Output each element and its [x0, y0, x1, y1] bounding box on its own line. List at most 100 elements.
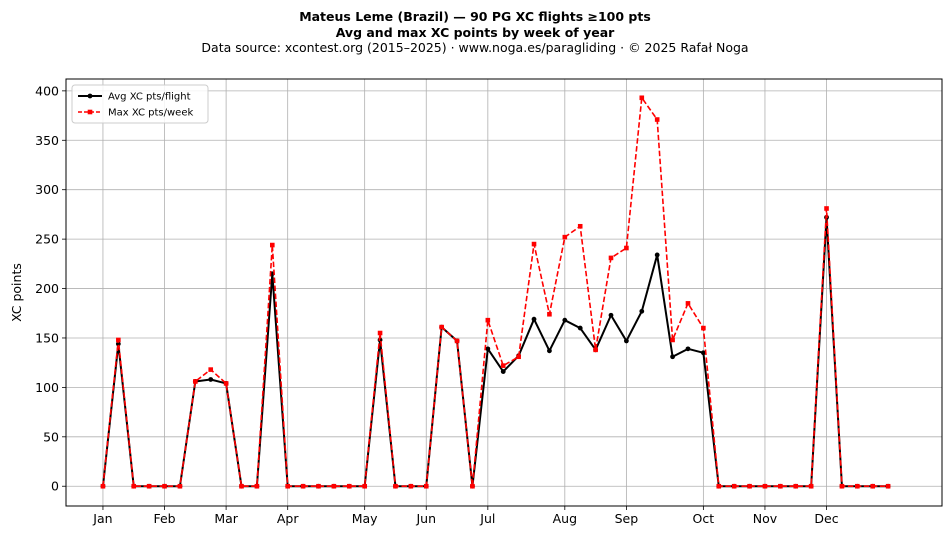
data-point — [624, 245, 629, 251]
data-point — [300, 483, 306, 489]
data-point — [547, 311, 552, 317]
data-point — [531, 241, 537, 247]
data-point — [885, 483, 891, 489]
legend-label: Avg XC pts/flight — [108, 92, 191, 103]
data-point — [377, 330, 383, 336]
data-point — [824, 206, 829, 211]
x-tick-label: Apr — [277, 511, 299, 526]
data-point — [562, 234, 568, 240]
data-point — [808, 483, 814, 489]
data-point — [623, 338, 629, 344]
data-point — [254, 483, 260, 489]
data-point — [670, 354, 675, 360]
x-tick-label: Sep — [615, 511, 639, 526]
data-point — [208, 367, 214, 372]
data-point — [654, 252, 660, 258]
grid — [66, 79, 942, 506]
y-tick-label: 200 — [35, 281, 59, 296]
x-tick-label: May — [352, 511, 378, 526]
data-point — [362, 483, 367, 489]
series-layer — [100, 95, 891, 489]
data-point — [685, 301, 691, 306]
data-point — [423, 483, 429, 489]
data-point — [131, 483, 137, 489]
series-max — [100, 95, 891, 489]
y-tick-label: 400 — [35, 83, 59, 98]
legend-box — [71, 84, 209, 124]
data-point — [716, 483, 722, 489]
x-tick-label: Mar — [214, 511, 238, 526]
y-tick-label: 250 — [35, 232, 59, 247]
data-point — [208, 377, 214, 382]
data-point — [516, 354, 521, 360]
chart-titles: Mateus Leme (Brazil) — 90 PG XC flights … — [0, 9, 950, 56]
y-axis-label: XC points — [9, 263, 24, 322]
data-point — [531, 316, 537, 322]
chart-source: Data source: xcontest.org (2015–2025) · … — [201, 40, 749, 55]
data-point — [870, 483, 876, 489]
data-point — [485, 346, 491, 352]
data-point — [346, 483, 352, 489]
data-point — [393, 483, 398, 489]
data-point — [500, 363, 506, 368]
data-point — [670, 337, 675, 343]
data-point — [577, 325, 583, 331]
legend-label: Max XC pts/week — [108, 108, 193, 119]
data-point — [747, 483, 752, 489]
x-tick-label: Jan — [92, 511, 112, 526]
data-point — [146, 483, 152, 489]
data-point — [685, 346, 691, 352]
data-point — [193, 379, 198, 384]
data-point — [608, 312, 614, 318]
data-point — [639, 95, 645, 101]
y-tick-label: 150 — [35, 330, 59, 345]
axes: Jan Feb Mar Apr May Jun Jul Aug Sep Oct Nov Dec 0 50 1… — [35, 83, 839, 526]
y-tick-label: 350 — [35, 133, 59, 148]
x-tick-label: Feb — [153, 511, 175, 526]
data-point — [700, 350, 706, 356]
series-line — [102, 96, 889, 488]
data-point — [855, 483, 860, 489]
data-point — [654, 117, 660, 122]
data-point — [470, 483, 475, 489]
data-point — [500, 369, 506, 374]
x-tick-label: Oct — [693, 511, 715, 526]
data-point — [162, 483, 167, 489]
x-tick-label: Dec — [814, 511, 838, 526]
y-tick-label: 0 — [51, 479, 59, 494]
data-point — [778, 483, 783, 489]
series-avg — [100, 214, 891, 489]
data-point — [177, 483, 183, 489]
data-point — [316, 483, 321, 489]
data-point — [608, 255, 614, 261]
x-tick-label: Aug — [553, 511, 577, 526]
data-point — [577, 223, 583, 229]
data-point — [100, 483, 106, 489]
y-tick-label: 300 — [35, 182, 59, 197]
data-point — [285, 483, 290, 489]
data-point — [223, 381, 229, 386]
data-point — [239, 483, 244, 489]
data-point — [562, 317, 568, 323]
chart-title: Mateus Leme (Brazil) — 90 PG XC flights … — [299, 9, 651, 24]
data-point — [331, 483, 337, 489]
data-point — [701, 325, 706, 331]
chart-subtitle: Avg and max XC points by week of year — [335, 24, 615, 40]
data-point — [762, 483, 768, 489]
data-point — [485, 317, 491, 323]
x-tick-label: Nov — [753, 511, 778, 526]
x-tick-label: Jul — [479, 511, 495, 526]
legend: Avg XC pts/flight Max XC pts/week — [71, 84, 209, 124]
x-tick-label: Jun — [415, 511, 436, 526]
data-point — [439, 324, 444, 330]
data-point — [269, 242, 275, 248]
data-point — [793, 483, 799, 489]
plot-frame — [65, 78, 943, 507]
legend-marker — [87, 93, 93, 99]
data-point — [408, 483, 414, 489]
data-point — [731, 483, 737, 489]
data-point — [454, 338, 460, 344]
data-point — [116, 337, 121, 343]
series-line — [101, 216, 889, 488]
